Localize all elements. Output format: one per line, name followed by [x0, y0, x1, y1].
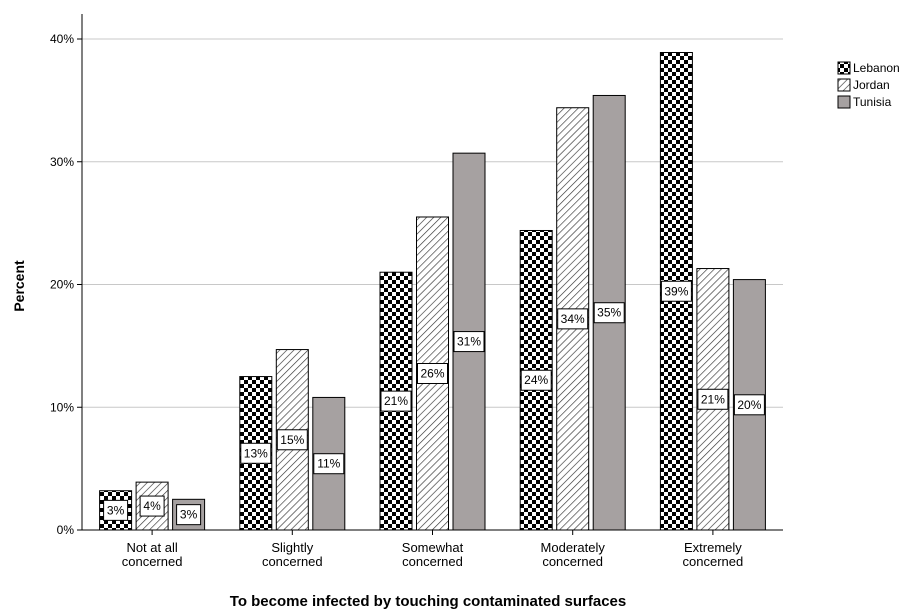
- axes: 0%10%20%30%40%Not at allconcernedSlightl…: [50, 14, 783, 569]
- data-label-box: [240, 442, 272, 464]
- legend-swatch-lebanon: [837, 61, 851, 75]
- x-tick-label: Not at all: [126, 540, 177, 555]
- legend: Lebanon Jordan Tunisia: [837, 61, 900, 109]
- y-tick-label: 30%: [50, 155, 74, 169]
- data-label: 4%: [143, 499, 161, 513]
- y-tick-label: 0%: [57, 523, 75, 537]
- data-label-box: [380, 390, 412, 412]
- y-axis-label: Percent: [11, 260, 27, 312]
- data-label-box: [453, 331, 485, 353]
- data-label: 21%: [384, 394, 408, 408]
- data-label: 20%: [737, 398, 761, 412]
- legend-label-lebanon: Lebanon: [853, 61, 900, 75]
- data-label: 21%: [701, 392, 725, 406]
- data-labels: 3% 4% 3% 13% 15% 11% 21% 26% 31% 24% 34% 35% 39% 21% 2…: [103, 280, 765, 526]
- legend-label-jordan: Jordan: [853, 78, 890, 92]
- x-tick-label: concerned: [683, 554, 744, 569]
- x-tick-label: Somewhat: [402, 540, 464, 555]
- data-label-box: [697, 388, 729, 410]
- data-label-box: [557, 308, 589, 330]
- x-tick-label: concerned: [402, 554, 463, 569]
- data-label-box: [313, 453, 345, 475]
- data-label: 24%: [524, 373, 548, 387]
- data-label-box: [276, 429, 308, 451]
- data-label-box: [139, 495, 165, 517]
- data-label: 39%: [664, 284, 688, 298]
- legend-swatch-jordan: [837, 78, 851, 92]
- data-label-box: [103, 499, 129, 521]
- x-tick-label: Slightly: [271, 540, 313, 555]
- data-label-box: [520, 369, 552, 391]
- legend-label-tunisia: Tunisia: [853, 95, 892, 109]
- data-label: 34%: [561, 312, 585, 326]
- data-label-box: [417, 362, 448, 384]
- x-tick-label: Extremely: [684, 540, 742, 555]
- y-tick-label: 20%: [50, 278, 74, 292]
- data-label-box: [176, 504, 202, 526]
- data-label: 31%: [457, 335, 481, 349]
- x-tick-label: concerned: [262, 554, 323, 569]
- x-tick-label: Moderately: [541, 540, 606, 555]
- x-tick-label: concerned: [542, 554, 603, 569]
- data-label: 15%: [280, 433, 304, 447]
- data-label: 3%: [107, 503, 125, 517]
- y-tick-label: 10%: [50, 400, 74, 414]
- legend-swatch-tunisia: [837, 95, 851, 109]
- x-axis-label: To become infected by touching contamina…: [230, 593, 626, 609]
- data-label: 11%: [317, 457, 340, 471]
- x-tick-label: concerned: [122, 554, 183, 569]
- data-label: 3%: [180, 508, 198, 522]
- data-label: 26%: [420, 366, 444, 380]
- y-tick-label: 40%: [50, 32, 74, 46]
- data-label: 35%: [597, 306, 621, 320]
- data-label: 13%: [244, 446, 268, 460]
- data-label-box: [660, 280, 692, 302]
- data-label-box: [593, 302, 625, 324]
- data-label-box: [733, 394, 765, 416]
